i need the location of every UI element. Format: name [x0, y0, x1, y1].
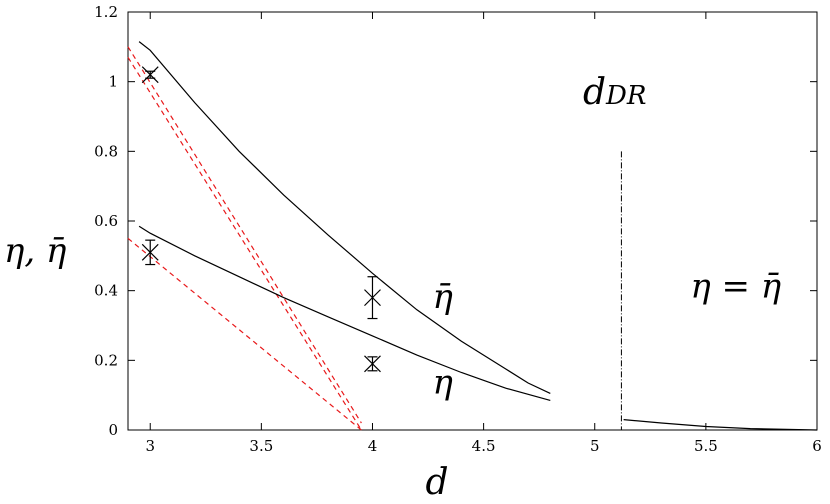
data-point: [364, 276, 381, 320]
x-marker: [364, 355, 381, 373]
series-annotation: η: [432, 362, 453, 402]
data-point: [141, 66, 159, 84]
y-tick-label: 0: [108, 421, 118, 439]
curve-line: [138, 225, 551, 401]
x-axis-label: d: [425, 462, 448, 503]
curve-group: [138, 41, 818, 431]
y-axis-label: η, η̄: [4, 231, 67, 271]
y-tick-label: 0.4: [94, 282, 118, 300]
fit-line: [127, 56, 362, 431]
y-tick-label: 0.8: [94, 142, 118, 160]
x-tick-label: 5.5: [694, 437, 718, 455]
plot-frame: [127, 11, 818, 431]
x-tick-label: 5: [590, 437, 600, 455]
x-tick-label: 4: [368, 437, 378, 455]
x-marker: [141, 66, 159, 84]
series-annotation: η = η̄: [690, 267, 781, 307]
data-point: [141, 239, 159, 266]
x-tick-label: 4.5: [472, 437, 496, 455]
curve-line: [623, 419, 818, 431]
x-tick-label: 3.5: [249, 437, 273, 455]
x-marker: [141, 243, 159, 261]
y-tick-label: 0.6: [94, 212, 118, 230]
data-point: [364, 355, 381, 373]
d-dr-label: dDR: [583, 72, 646, 113]
curve-line: [138, 41, 551, 394]
fit-lines: [127, 46, 362, 431]
series-annotation: η̄: [432, 277, 453, 317]
x-tick-label: 3: [145, 437, 155, 455]
y-tick-label: 1: [108, 73, 118, 91]
y-tick-label: 1.2: [94, 3, 118, 21]
fit-line: [127, 46, 362, 424]
annotation-group: η̄ η η = η̄ dDR: [432, 72, 782, 430]
x-marker: [364, 289, 381, 307]
x-tick-label: 6: [812, 437, 822, 455]
tick-group: 3 3.5 4 4.5 5 5.5 6 0 0.2 0.4 0.6 0.8 1 1.2: [94, 3, 822, 455]
fit-line: [127, 237, 362, 431]
y-tick-label: 0.2: [94, 351, 118, 369]
data-points: [141, 66, 381, 373]
